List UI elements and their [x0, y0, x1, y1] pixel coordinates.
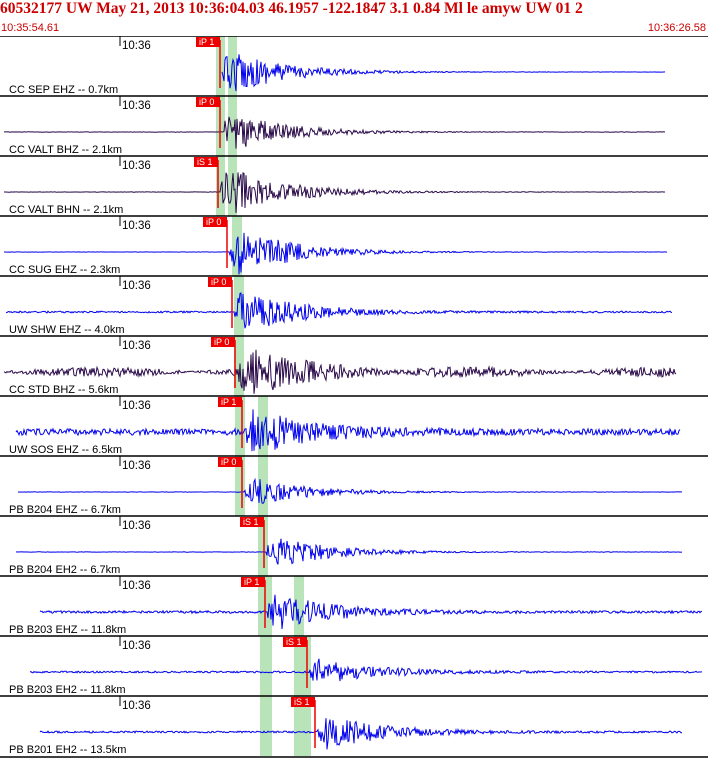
trace-row[interactable]: 10:36 CC VALT BHZ -- 2.1km iP 0: [0, 95, 708, 156]
tick-label: 10:36: [122, 280, 151, 292]
tick-label: 10:36: [122, 640, 151, 652]
pick-label: iP 1: [199, 37, 214, 47]
tick-label: 10:36: [122, 160, 151, 172]
window-end-time: 10:36:26.58: [647, 22, 706, 34]
pick-label: iP 0: [214, 337, 229, 347]
waveform: [15, 409, 681, 452]
pick-flag[interactable]: [194, 157, 218, 167]
waveform: [15, 538, 682, 565]
tick-label: 10:36: [122, 460, 151, 472]
window-start-time: 10:35:54.61: [1, 22, 60, 34]
tick-label: 10:36: [122, 40, 151, 52]
pick-label: iS 1: [294, 697, 310, 707]
pick-label: iP 0: [221, 457, 236, 467]
trace-row[interactable]: 10:36 UW SHW EHZ -- 4.0km iP 0: [0, 275, 708, 336]
station-label: CC STD BHZ -- 5.6km: [9, 384, 118, 396]
waveform: [17, 477, 683, 505]
waveform: [29, 658, 703, 682]
pick-flag[interactable]: [218, 457, 242, 467]
waveform: [4, 116, 665, 149]
tick-label: 10:36: [122, 700, 151, 712]
pick-flag[interactable]: [241, 577, 265, 587]
trace-row[interactable]: 10:36 CC STD BHZ -- 5.6km iP 0: [0, 335, 708, 396]
pick-label: iS 1: [243, 517, 259, 527]
trace-row[interactable]: 10:36 PB B203 EHZ -- 11.8km iP 1: [0, 575, 708, 636]
tick-label: 10:36: [122, 100, 151, 112]
trace-row[interactable]: 10:36 PB B204 EHZ -- 6.7km iP 0: [0, 455, 708, 516]
trace-row[interactable]: 10:36 PB B204 EH2 -- 6.7km iS 1: [0, 515, 708, 576]
event-header: 60532177 UW May 21, 2013 10:36:04.03 46.…: [0, 0, 583, 17]
station-label: CC SEP EHZ -- 0.7km: [9, 84, 118, 96]
station-label: CC VALT BHZ -- 2.1km: [9, 144, 122, 156]
waveform: [39, 718, 682, 750]
station-label: PB B204 EH2 -- 6.7km: [9, 564, 120, 576]
station-label: CC SUG EHZ -- 2.3km: [9, 264, 120, 276]
trace-row[interactable]: 10:36 UW SOS EHZ -- 6.5km iP 1: [0, 395, 708, 456]
pick-label: iP 0: [211, 277, 226, 287]
station-label: UW SHW EHZ -- 4.0km: [9, 324, 125, 336]
tick-label: 10:36: [122, 340, 151, 352]
time-window-band: [228, 36, 237, 216]
tick-label: 10:36: [122, 220, 151, 232]
pick-label: iS 1: [286, 637, 302, 647]
station-label: PB B203 EHZ -- 11.8km: [9, 624, 126, 636]
waveform: [5, 292, 673, 329]
pick-label: iP 1: [244, 577, 259, 587]
trace-row[interactable]: 10:36 PB B203 EH2 -- 11.8km iS 1: [0, 635, 708, 696]
pick-flag[interactable]: [291, 697, 315, 707]
trace-row[interactable]: 10:36 PB B201 EH2 -- 13.5km iS 1: [0, 695, 708, 756]
waveform: [3, 349, 677, 394]
waveform: [4, 232, 668, 275]
pick-flag[interactable]: [196, 37, 220, 47]
pick-flag[interactable]: [208, 277, 232, 287]
waveform: [4, 172, 666, 213]
pick-flag[interactable]: [196, 97, 220, 107]
pick-flag[interactable]: [218, 397, 242, 407]
station-label: PB B203 EH2 -- 11.8km: [9, 684, 126, 696]
pick-flag[interactable]: [203, 217, 227, 227]
pick-label: iP 0: [199, 97, 214, 107]
tick-label: 10:36: [122, 520, 151, 532]
waveform: [39, 594, 703, 630]
waveform: [221, 54, 666, 92]
trace-row[interactable]: 10:36 CC SUG EHZ -- 2.3km iP 0: [0, 215, 708, 276]
tick-label: 10:36: [122, 400, 151, 412]
pick-label: iP 1: [221, 397, 236, 407]
pick-label: iS 1: [197, 157, 213, 167]
station-label: CC VALT BHN -- 2.1km: [9, 204, 123, 216]
time-window-band: [294, 576, 304, 756]
tick-label: 10:36: [122, 580, 151, 592]
trace-row[interactable]: 10:36 CC VALT BHN -- 2.1km iS 1: [0, 155, 708, 216]
pick-flag[interactable]: [240, 517, 264, 527]
station-label: PB B201 EH2 -- 13.5km: [9, 744, 126, 756]
pick-label: iP 0: [206, 217, 221, 227]
pick-flag[interactable]: [283, 637, 307, 647]
station-label: UW SOS EHZ -- 6.5km: [9, 444, 122, 456]
time-window-band: [260, 576, 272, 756]
pick-flag[interactable]: [211, 337, 235, 347]
station-label: PB B204 EHZ -- 6.7km: [9, 504, 121, 516]
trace-row[interactable]: 10:36 CC SEP EHZ -- 0.7km iP 1: [0, 36, 708, 96]
